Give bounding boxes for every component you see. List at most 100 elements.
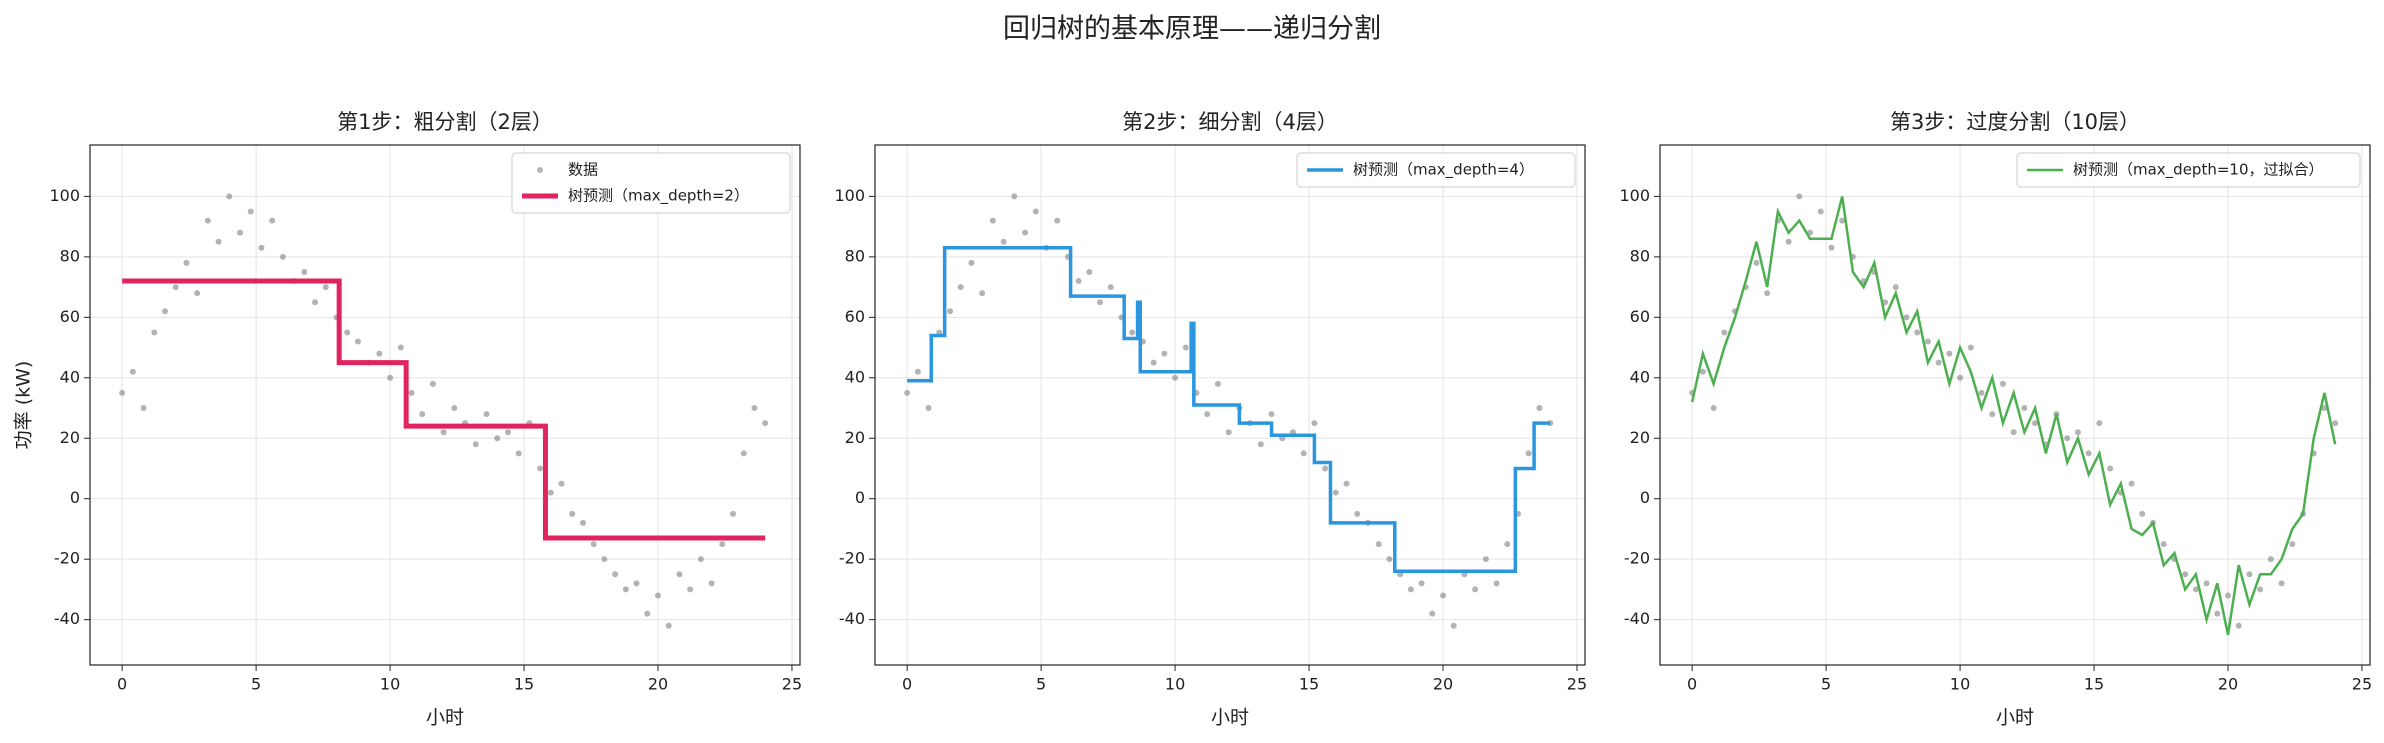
data-point — [2257, 586, 2264, 593]
data-point — [172, 284, 179, 291]
x-tick-label: 25 — [2352, 675, 2372, 694]
data-point — [1989, 411, 1996, 418]
data-point — [633, 580, 640, 587]
legend-label: 树预测（max_depth=2） — [568, 187, 749, 206]
data-point — [1354, 510, 1361, 517]
x-tick-label: 20 — [1433, 675, 1453, 694]
data-point — [1375, 541, 1382, 548]
data-point — [2085, 450, 2092, 457]
data-point — [397, 344, 404, 351]
legend-label: 树预测（max_depth=4） — [1353, 161, 1534, 180]
x-tick-label: 25 — [782, 675, 802, 694]
data-point — [2021, 405, 2028, 412]
data-point — [601, 556, 608, 563]
data-point — [2107, 465, 2114, 472]
data-point — [247, 208, 254, 215]
data-point — [387, 374, 394, 381]
data-point — [1032, 208, 1039, 215]
data-point — [1386, 556, 1393, 563]
data-point — [762, 420, 769, 427]
data-point — [1429, 610, 1436, 617]
x-tick-label: 15 — [514, 675, 534, 694]
data-point — [1022, 229, 1029, 236]
data-point — [687, 586, 694, 593]
data-point — [1710, 405, 1717, 412]
legend-box — [2016, 152, 2361, 188]
data-point — [904, 389, 911, 396]
data-point — [622, 586, 629, 593]
y-tick-label: 0 — [1640, 488, 1650, 507]
subplot: -40 -20 0 20 40 60 80 100 0 5 10 15 20 25 第2步：细分割（4层） 小… — [834, 110, 1587, 729]
x-tick-label: 10 — [380, 675, 400, 694]
legend-marker — [537, 167, 543, 173]
data-point — [1097, 299, 1104, 306]
data-point — [751, 405, 758, 412]
data-point — [1268, 411, 1275, 418]
subplot-title: 第2步：细分割（4层） — [1122, 110, 1338, 134]
data-point — [1525, 450, 1532, 457]
x-axis-label: 小时 — [1996, 707, 2034, 729]
data-point — [1764, 290, 1771, 297]
data-point — [2064, 435, 2071, 442]
data-point — [740, 450, 747, 457]
data-point — [655, 592, 661, 599]
data-point — [354, 338, 361, 345]
data-point — [269, 217, 276, 224]
data-point — [1504, 541, 1511, 548]
data-point — [1493, 580, 1500, 587]
data-point — [547, 489, 554, 496]
data-point — [408, 389, 415, 396]
data-point — [140, 405, 147, 412]
data-point — [2235, 622, 2242, 629]
y-tick-label: 100 — [834, 186, 865, 205]
x-tick-label: 10 — [1165, 675, 1185, 694]
data-point — [1322, 465, 1329, 472]
data-point — [1150, 359, 1157, 366]
y-tick-label: 100 — [1619, 186, 1650, 205]
data-point — [515, 450, 522, 457]
data-point — [2289, 541, 2296, 548]
data-point — [2032, 420, 2039, 427]
y-tick-label: 40 — [60, 367, 80, 386]
data-point — [590, 541, 597, 548]
data-point — [162, 308, 169, 315]
suptitle: 回归树的基本原理——递归分割 — [1003, 14, 1381, 45]
data-point — [1699, 368, 1706, 375]
data-point — [312, 299, 319, 306]
data-point — [1172, 374, 1179, 381]
data-point — [1204, 411, 1211, 418]
x-tick-label: 20 — [648, 675, 668, 694]
data-point — [1892, 284, 1899, 291]
data-point — [1332, 489, 1339, 496]
data-point — [226, 193, 233, 200]
data-point — [2225, 592, 2231, 599]
y-tick-label: 20 — [845, 428, 865, 447]
y-tick-label: -40 — [839, 609, 865, 628]
y-tick-label: -20 — [839, 549, 865, 568]
data-point — [612, 571, 619, 578]
data-point — [925, 405, 932, 412]
legend-label: 树预测（max_depth=10，过拟合） — [2073, 161, 2324, 180]
subplot: -40 -20 0 20 40 60 80 100 0 5 10 15 20 25 第3步：过度分割（10层… — [1619, 110, 2372, 729]
legend-box — [1296, 152, 1576, 188]
data-point — [914, 368, 921, 375]
data-point — [719, 541, 726, 548]
y-tick-label: 20 — [1630, 428, 1650, 447]
data-point — [1482, 556, 1489, 563]
data-point — [957, 284, 964, 291]
y-tick-label: 0 — [70, 488, 80, 507]
data-point — [1839, 217, 1846, 224]
y-tick-label: 20 — [60, 428, 80, 447]
data-point — [483, 411, 490, 418]
y-tick-label: -40 — [1624, 609, 1650, 628]
subplot: -40 -20 0 20 40 60 80 100 0 5 10 15 20 25 第1步：粗分割（2层） 小… — [13, 110, 803, 729]
data-point — [947, 308, 954, 315]
data-point — [237, 229, 244, 236]
x-tick-label: 10 — [1950, 675, 1970, 694]
data-point — [676, 571, 683, 578]
prediction-line — [1690, 196, 2337, 636]
data-point — [1129, 329, 1136, 336]
x-tick-label: 0 — [117, 675, 127, 694]
y-tick-label: 80 — [845, 246, 865, 265]
